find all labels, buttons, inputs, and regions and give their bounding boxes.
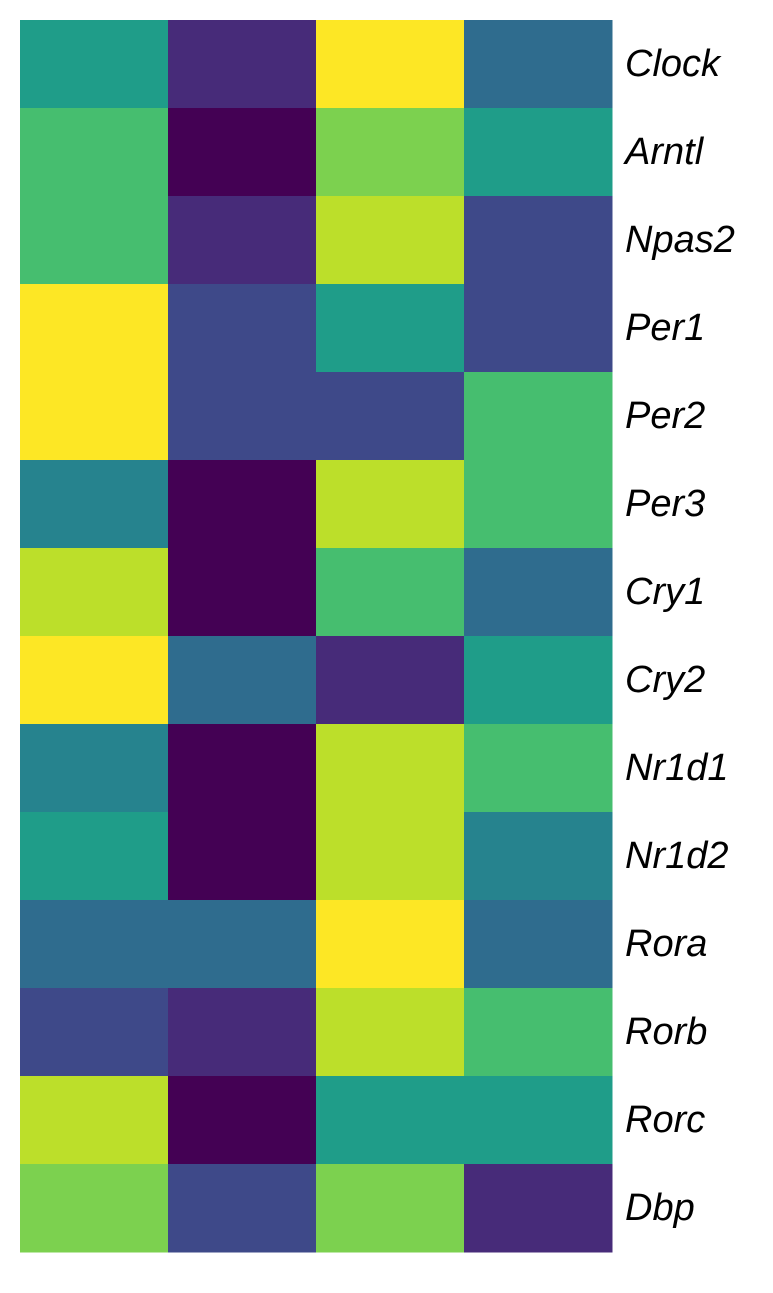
row-label-dbp: Dbp xyxy=(625,1187,695,1229)
heatmap-cell-clock-4 xyxy=(464,20,613,109)
heatmap-cell-nr1d2-3 xyxy=(316,812,465,901)
heatmap-cell-rorc-3 xyxy=(316,1076,465,1165)
heatmap-cell-arntl-1 xyxy=(20,108,169,197)
heatmap-cell-nr1d1-1 xyxy=(20,724,169,813)
heatmap-cell-per3-4 xyxy=(464,460,613,549)
heatmap-cell-cry2-1 xyxy=(20,636,169,725)
row-label-rorb: Rorb xyxy=(625,1011,707,1053)
heatmap-cell-arntl-3 xyxy=(316,108,465,197)
heatmap-cell-per2-4 xyxy=(464,372,613,461)
row-label-nr1d2: Nr1d2 xyxy=(625,835,729,877)
heatmap-cell-cry1-1 xyxy=(20,548,169,637)
heatmap-cell-rora-1 xyxy=(20,900,169,989)
heatmap-cell-npas2-3 xyxy=(316,196,465,285)
heatmap-cell-rorc-2 xyxy=(168,1076,317,1165)
heatmap-cell-per1-1 xyxy=(20,284,169,373)
row-label-nr1d1: Nr1d1 xyxy=(625,747,729,789)
row-label-npas2: Npas2 xyxy=(625,219,735,261)
heatmap-cell-arntl-2 xyxy=(168,108,317,197)
heatmap-cell-rorb-4 xyxy=(464,988,613,1077)
heatmap-cell-cry2-3 xyxy=(316,636,465,725)
heatmap-cell-per3-1 xyxy=(20,460,169,549)
row-label-rora: Rora xyxy=(625,923,707,965)
heatmap-cell-nr1d1-3 xyxy=(316,724,465,813)
heatmap-cell-nr1d1-4 xyxy=(464,724,613,813)
heatmap-cell-dbp-4 xyxy=(464,1164,613,1253)
heatmap-cell-nr1d1-2 xyxy=(168,724,317,813)
heatmap-cell-npas2-4 xyxy=(464,196,613,285)
heatmap-cell-per3-2 xyxy=(168,460,317,549)
row-labels: Clock Arntl Npas2 Per1 Per2 Per3 Cry1 Cry2 Nr1d1… xyxy=(623,43,735,1229)
row-label-arntl: Arntl xyxy=(623,131,705,173)
heatmap-cell-clock-1 xyxy=(20,20,169,109)
heatmap-cell-rorb-1 xyxy=(20,988,169,1077)
heatmap-cell-nr1d2-1 xyxy=(20,812,169,901)
heatmap-cell-cry1-3 xyxy=(316,548,465,637)
heatmap-cell-rora-4 xyxy=(464,900,613,989)
heatmap-cell-rorb-2 xyxy=(168,988,317,1077)
heatmap-cell-dbp-2 xyxy=(168,1164,317,1253)
heatmap-cell-arntl-4 xyxy=(464,108,613,197)
heatmap-cell-dbp-3 xyxy=(316,1164,465,1253)
row-label-per2: Per2 xyxy=(625,395,705,437)
heatmap-cell-clock-2 xyxy=(168,20,317,109)
heatmap-cells xyxy=(20,20,613,1253)
row-label-per1: Per1 xyxy=(625,307,705,349)
heatmap-cell-nr1d2-2 xyxy=(168,812,317,901)
heatmap-cell-rorb-3 xyxy=(316,988,465,1077)
row-label-clock: Clock xyxy=(625,43,722,85)
row-label-rorc: Rorc xyxy=(625,1099,705,1141)
heatmap-cell-cry1-4 xyxy=(464,548,613,637)
row-label-per3: Per3 xyxy=(625,483,705,525)
heatmap-cell-per2-1 xyxy=(20,372,169,461)
row-label-cry1: Cry1 xyxy=(625,571,705,613)
heatmap-cell-cry2-4 xyxy=(464,636,613,725)
heatmap-cell-per1-4 xyxy=(464,284,613,373)
heatmap-cell-dbp-1 xyxy=(20,1164,169,1253)
heatmap-cell-nr1d2-4 xyxy=(464,812,613,901)
heatmap-cell-npas2-1 xyxy=(20,196,169,285)
heatmap-cell-npas2-2 xyxy=(168,196,317,285)
heatmap-cell-per2-2 xyxy=(168,372,317,461)
heatmap-cell-rorc-1 xyxy=(20,1076,169,1165)
heatmap-cell-per1-3 xyxy=(316,284,465,373)
heatmap-cell-per3-3 xyxy=(316,460,465,549)
heatmap-cell-per1-2 xyxy=(168,284,317,373)
heatmap-cell-rora-3 xyxy=(316,900,465,989)
heatmap-cell-rora-2 xyxy=(168,900,317,989)
heatmap-cell-cry2-2 xyxy=(168,636,317,725)
heatmap-cell-rorc-4 xyxy=(464,1076,613,1165)
heatmap-cell-clock-3 xyxy=(316,20,465,109)
heatmap-cell-per2-3 xyxy=(316,372,465,461)
heatmap-cell-cry1-2 xyxy=(168,548,317,637)
row-label-cry2: Cry2 xyxy=(625,659,705,701)
